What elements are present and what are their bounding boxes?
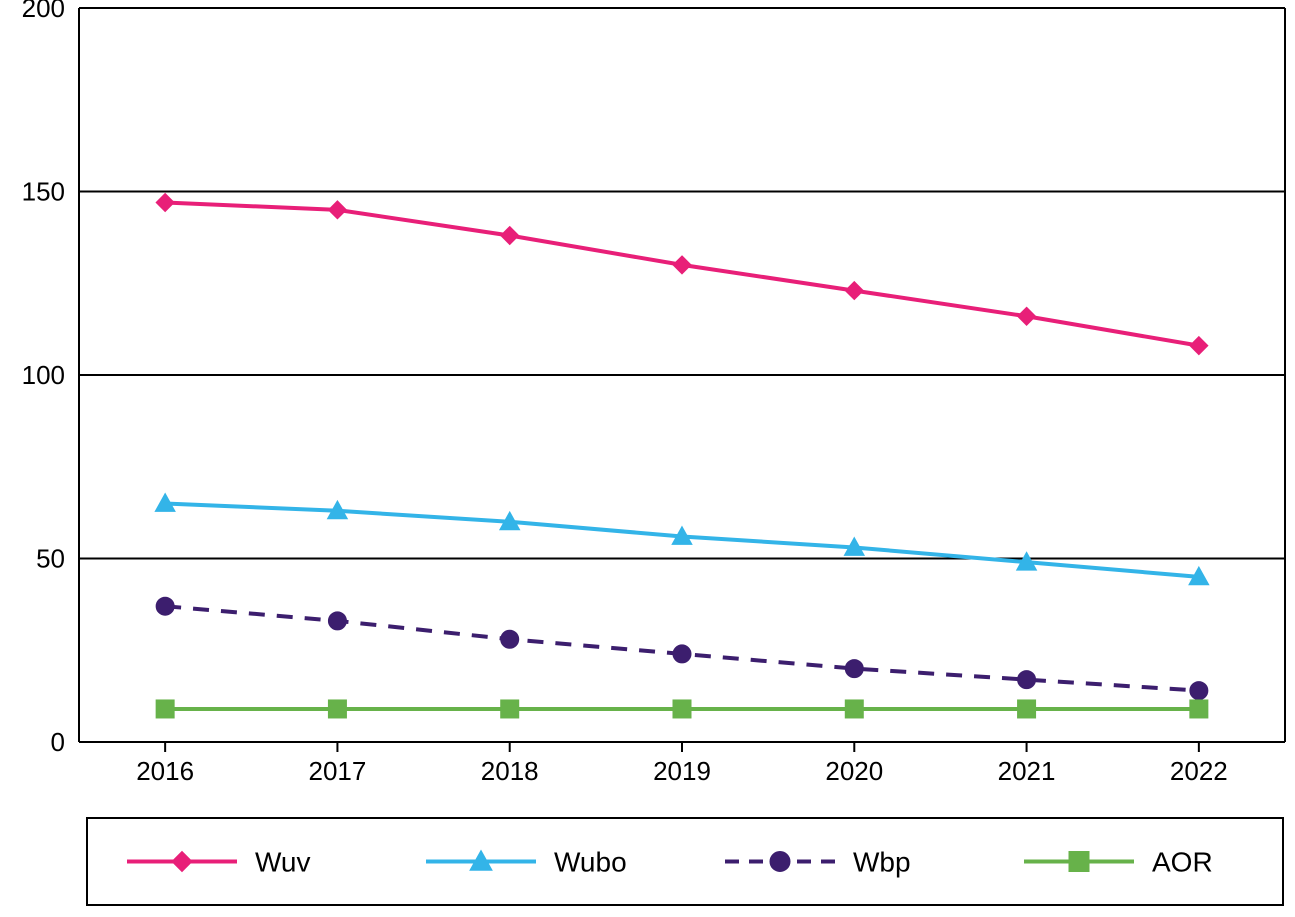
y-tick-label: 100 (22, 360, 65, 390)
marker-square (328, 700, 346, 718)
marker-diamond (845, 282, 863, 300)
x-tick-label: 2016 (136, 756, 194, 786)
legend-label: Wbp (853, 847, 911, 878)
marker-circle (1018, 671, 1036, 689)
series-wuv (156, 194, 1208, 355)
marker-square (845, 700, 863, 718)
x-tick-label: 2020 (825, 756, 883, 786)
marker-diamond (328, 201, 346, 219)
marker-square (156, 700, 174, 718)
marker-circle (1190, 682, 1208, 700)
marker-diamond (1018, 307, 1036, 325)
y-tick-label: 200 (22, 0, 65, 23)
legend-label: Wuv (255, 847, 311, 878)
marker-diamond (501, 227, 519, 245)
marker-circle (673, 645, 691, 663)
legend: Wuv Wubo Wbp AOR (127, 847, 1213, 878)
y-tick-label: 50 (36, 544, 65, 574)
marker-circle (156, 597, 174, 615)
series-wbp (156, 597, 1208, 699)
marker-diamond (172, 852, 192, 872)
marker-square (673, 700, 691, 718)
y-tick-label: 150 (22, 177, 65, 207)
marker-square (1190, 700, 1208, 718)
y-tick-label: 0 (51, 727, 65, 757)
line-chart: 0 50 100 150 200 2016 2017 2018 2019 2020 2021 2022… (0, 0, 1295, 917)
marker-square (1069, 852, 1089, 872)
x-tick-label: 2017 (309, 756, 367, 786)
marker-square (501, 700, 519, 718)
chart-container: 0 50 100 150 200 2016 2017 2018 2019 2020 2021 2022… (0, 0, 1295, 917)
series-aor (156, 700, 1208, 718)
legend-label: Wubo (554, 847, 627, 878)
marker-circle (770, 852, 790, 872)
x-tick-label: 2018 (481, 756, 539, 786)
marker-diamond (156, 194, 174, 212)
x-tick-label: 2019 (653, 756, 711, 786)
marker-diamond (1190, 337, 1208, 355)
marker-circle (328, 612, 346, 630)
legend-label: AOR (1152, 847, 1213, 878)
marker-circle (845, 660, 863, 678)
series-wubo (155, 494, 1209, 585)
marker-circle (501, 630, 519, 648)
x-tick-label: 2021 (998, 756, 1056, 786)
marker-square (1018, 700, 1036, 718)
x-tick-label: 2022 (1170, 756, 1228, 786)
marker-diamond (673, 256, 691, 274)
